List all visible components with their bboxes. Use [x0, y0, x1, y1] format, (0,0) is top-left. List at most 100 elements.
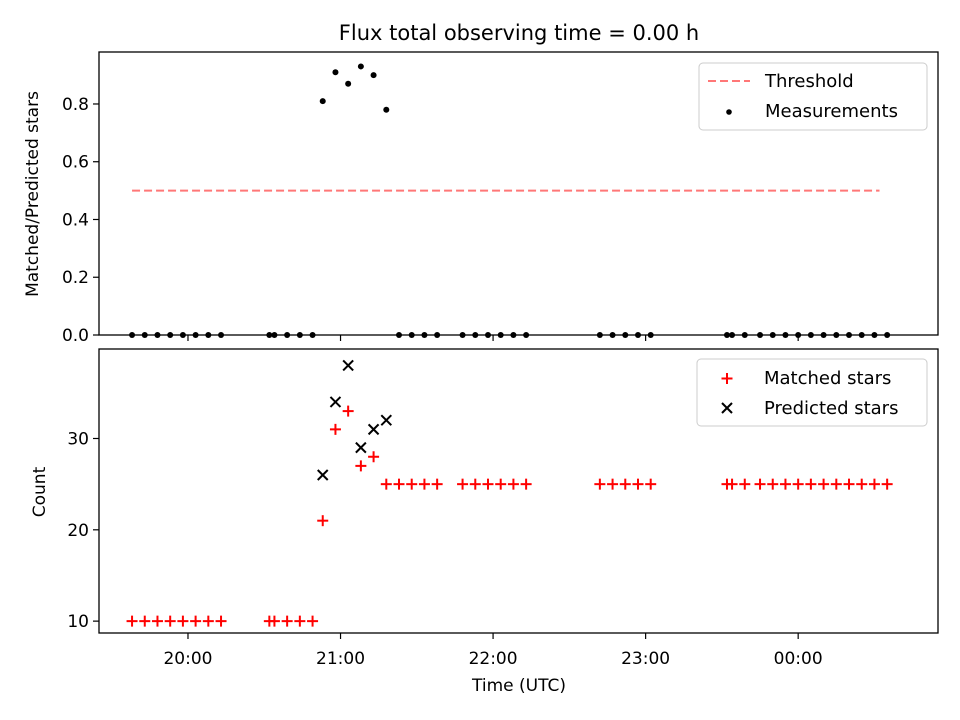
- bottom-x-tick-label: 23:00: [621, 649, 670, 669]
- top-y-tick-label: 0.6: [62, 153, 89, 173]
- bottom-y-tick-label: 10: [67, 612, 89, 632]
- matched-star-point: [307, 615, 319, 627]
- matched-star-point: [792, 478, 804, 490]
- measurement-point: [357, 63, 364, 70]
- top-y-tick-label: 0.8: [62, 95, 89, 115]
- matched-star-point: [342, 405, 354, 417]
- matched-star-point: [881, 478, 893, 490]
- matched-star-point: [177, 615, 189, 627]
- matched-star-point: [726, 478, 738, 490]
- predicted-star-point: [342, 359, 354, 372]
- predicted-star-stroke: [380, 414, 393, 426]
- matched-star-point: [469, 478, 481, 490]
- matched-star-point: [418, 478, 430, 490]
- matched-star-point: [754, 478, 766, 490]
- bottom-x-axis: 20:00 21:00 22:00 23:00 00:00: [163, 633, 823, 669]
- top-y-tick-label: 0.0: [62, 326, 89, 346]
- bottom-panel: 10 20 30 20:00 21:00 22:00 23:00 00:00 Count T…: [30, 348, 939, 696]
- top-x-axis-ticks: [187, 335, 799, 341]
- bottom-y-axis-label: Count: [30, 466, 50, 517]
- predicted-star-point: [380, 414, 393, 426]
- matched-star-point: [393, 478, 405, 490]
- top-legend: Threshold Measurements: [698, 62, 928, 131]
- top-legend-label-measurements: Measurements: [765, 101, 898, 122]
- matched-stars-legend-swatch: [721, 373, 733, 384]
- measurement-point: [383, 106, 390, 113]
- matched-star-point: [355, 460, 367, 472]
- matched-star-point: [380, 478, 392, 490]
- matched-star-point: [805, 478, 817, 490]
- top-chart-title: Flux total observing time = 0.00 h: [339, 21, 699, 45]
- matched-star-point: [139, 615, 151, 627]
- matched-star-point: [632, 478, 644, 490]
- top-legend-label-threshold: Threshold: [764, 71, 854, 92]
- top-y-axis-label: Matched/Predicted stars: [23, 91, 43, 297]
- matched-star-point: [520, 478, 532, 490]
- matched-star-point: [495, 478, 507, 490]
- matched-star-point: [281, 615, 293, 627]
- matched-star-point: [406, 478, 418, 490]
- matched-star-point: [645, 478, 657, 490]
- predicted-star-stroke: [342, 359, 354, 372]
- bottom-legend-label-predicted: Predicted stars: [764, 398, 898, 419]
- matched-star-point: [329, 423, 341, 435]
- bottom-x-tick-label: 21:00: [316, 649, 365, 669]
- bottom-y-tick-label: 20: [67, 521, 89, 541]
- matched-star-point: [856, 478, 868, 490]
- matched-star-point: [868, 478, 880, 490]
- bottom-axes-frame: [98, 348, 939, 634]
- predicted-star-point: [355, 441, 367, 454]
- matched-star-point: [126, 615, 138, 627]
- x-axis-label: Time (UTC): [471, 676, 566, 696]
- matched-star-point: [830, 478, 842, 490]
- measurements-legend-swatch: [726, 109, 732, 115]
- bottom-x-tick-label: 00:00: [774, 649, 823, 669]
- bottom-legend: Matched stars Predicted stars: [696, 358, 928, 427]
- matched-star-point: [202, 615, 214, 627]
- top-panel: Flux total observing time = 0.00 h 0.00.…: [23, 21, 939, 346]
- matched-star-point: [268, 615, 280, 627]
- bottom-x-tick-label: 22:00: [469, 649, 518, 669]
- measurement-point: [370, 72, 377, 79]
- matched-star-point: [368, 451, 380, 463]
- matched-star-point: [779, 478, 791, 490]
- bottom-y-tick-label: 30: [67, 429, 89, 449]
- bottom-plot-content: [126, 359, 893, 627]
- matched-star-point: [607, 478, 619, 490]
- bottom-legend-box: [696, 358, 928, 427]
- top-legend-box: [698, 62, 928, 131]
- matched-star-point: [818, 478, 830, 490]
- measurement-point: [319, 98, 326, 105]
- predicted-star-point: [329, 396, 342, 408]
- predicted-star-stroke: [367, 423, 380, 436]
- top-y-tick-label: 0.4: [62, 210, 89, 230]
- measurement-point: [332, 69, 339, 76]
- matched-star-point: [190, 615, 202, 627]
- bottom-y-axis: 10 20 30: [67, 429, 99, 632]
- top-axes-frame: [98, 51, 939, 336]
- matched-star-point: [457, 478, 469, 490]
- matched-star-point: [151, 615, 163, 627]
- matched-star-point: [431, 478, 443, 490]
- matched-star-point: [739, 478, 751, 490]
- matched-star-point: [294, 615, 306, 627]
- matched-star-point: [767, 478, 779, 490]
- predicted-stars-legend-swatch: [721, 402, 733, 414]
- predicted-star-point: [317, 469, 329, 481]
- matched-star-point: [215, 615, 227, 627]
- matched-star-point: [594, 478, 606, 490]
- predicted-star-stroke: [355, 441, 367, 454]
- matched-star-point: [507, 478, 519, 490]
- matched-star-point: [619, 478, 631, 490]
- top-y-axis: 0.0 0.2 0.4 0.6 0.8: [62, 95, 99, 346]
- top-y-tick-label: 0.2: [62, 268, 89, 288]
- predicted-star-point: [367, 423, 380, 436]
- bottom-legend-label-matched: Matched stars: [764, 368, 891, 389]
- matched-star-point: [317, 515, 329, 527]
- predicted-star-stroke: [317, 469, 329, 481]
- matched-star-point: [164, 615, 176, 627]
- predicted-star-stroke: [329, 396, 342, 408]
- matched-star-point: [843, 478, 855, 490]
- measurement-point: [345, 80, 352, 87]
